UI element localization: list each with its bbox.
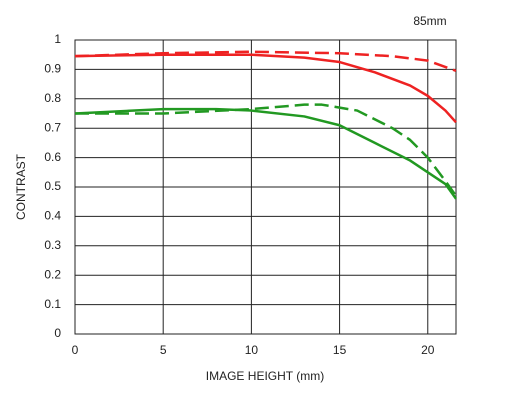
x-tick-label: 5 <box>160 343 167 357</box>
y-tick-label: 0.9 <box>44 62 61 76</box>
series-line <box>75 103 458 197</box>
y-tick-label: 0.2 <box>44 267 61 281</box>
x-tick-label: 10 <box>245 343 259 357</box>
x-tick-label: 15 <box>333 343 347 357</box>
y-tick-label: 0.1 <box>44 297 61 311</box>
y-tick-label: 0.7 <box>44 120 61 134</box>
x-axis-title: IMAGE HEIGHT (mm) <box>206 369 324 383</box>
y-tick-label: 0.8 <box>44 91 61 105</box>
y-tick-label: 0.3 <box>44 238 61 252</box>
annotation: 85mm <box>413 14 446 28</box>
y-tick-label: 0.4 <box>44 209 61 223</box>
x-tick-label: 20 <box>421 343 435 357</box>
x-tick-label: 0 <box>72 343 79 357</box>
series-line <box>74 50 457 73</box>
series-line <box>74 53 457 124</box>
y-tick-label: 0.5 <box>44 179 61 193</box>
y-tick-label: 1 <box>54 32 61 46</box>
y-tick-label: 0.6 <box>44 150 61 164</box>
series-line <box>74 107 458 200</box>
y-axis-title: CONTRAST <box>14 153 28 220</box>
y-tick-label: 0 <box>54 326 61 340</box>
